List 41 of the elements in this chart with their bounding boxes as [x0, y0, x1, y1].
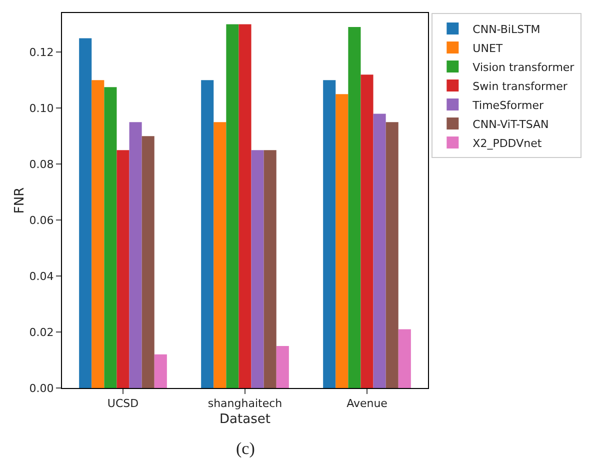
y-tick-label: 0.12 — [29, 46, 54, 60]
bar — [238, 24, 252, 388]
bar — [276, 346, 289, 388]
bar — [336, 94, 348, 388]
bar — [104, 87, 117, 388]
text: (c) — [236, 439, 255, 458]
bar — [373, 114, 386, 388]
bar — [92, 80, 104, 388]
bar — [264, 150, 276, 388]
bar — [226, 24, 239, 388]
legend-label: Vision transformer — [472, 60, 575, 74]
bar — [360, 74, 374, 388]
bar — [142, 136, 154, 388]
y-axis-title: FNR — [12, 187, 28, 214]
bar — [214, 122, 226, 388]
bar — [116, 150, 130, 388]
y-tick-label: 0.00 — [29, 382, 54, 395]
y-tick-label: 0.04 — [29, 270, 54, 283]
bar — [154, 354, 167, 388]
legend-label: CNN-ViT-TSAN — [472, 118, 549, 131]
bar — [386, 122, 398, 388]
legend-label: X2_PDDVnet — [472, 136, 542, 150]
bar — [323, 80, 336, 388]
bar — [79, 38, 92, 388]
x-axis-title: Dataset — [220, 412, 270, 427]
x-tick-label: Avenue — [346, 397, 388, 410]
bar — [251, 150, 264, 388]
legend-label: UNET — [472, 42, 503, 55]
y-tick-label: 0.02 — [29, 326, 54, 339]
y-tick-label: 0.10 — [29, 102, 54, 115]
legend-label: Swin transformer — [472, 80, 568, 93]
bar — [201, 80, 214, 388]
bar — [129, 122, 142, 388]
legend-label: TimeSformer — [472, 98, 544, 112]
x-tick-label: shanghaitech — [208, 397, 282, 410]
y-tick-label: 0.06 — [29, 214, 54, 227]
bar — [348, 26, 361, 388]
legend-label: CNN-BiLSTM — [472, 22, 540, 36]
y-tick-label: 0.08 — [29, 158, 54, 171]
x-tick-label: UCSD — [107, 397, 139, 410]
bar — [398, 329, 411, 388]
